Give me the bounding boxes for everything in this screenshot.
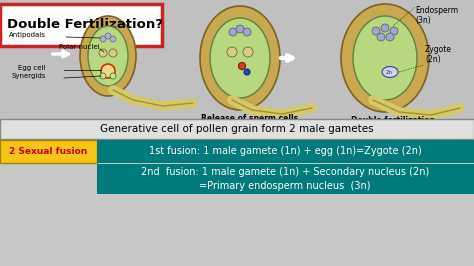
Text: Polar nuclei: Polar nuclei [59,44,100,50]
Text: Endosperm
(3n): Endosperm (3n) [415,6,458,25]
Circle shape [105,33,111,39]
Text: Zygote
(2n): Zygote (2n) [425,45,452,64]
FancyBboxPatch shape [97,140,474,163]
Circle shape [110,36,116,42]
Ellipse shape [353,16,417,100]
Circle shape [110,73,116,79]
Circle shape [243,47,253,57]
Circle shape [244,69,250,75]
Text: Release of sperm cells: Release of sperm cells [201,114,299,123]
Ellipse shape [210,18,270,98]
Text: Synergids: Synergids [12,73,46,79]
Text: Double fertilization: Double fertilization [351,116,435,125]
Ellipse shape [341,4,429,112]
Circle shape [101,64,115,78]
Circle shape [390,27,398,35]
Circle shape [229,28,237,36]
Text: Egg cell: Egg cell [18,65,46,71]
Circle shape [236,25,244,33]
Circle shape [386,33,394,41]
Ellipse shape [88,26,128,86]
FancyBboxPatch shape [0,119,474,139]
Circle shape [109,49,117,57]
Circle shape [99,49,107,57]
Text: Double Fertilization?: Double Fertilization? [7,19,163,31]
Circle shape [100,36,106,42]
Text: 2n: 2n [385,69,392,74]
Text: Generative cell of pollen grain form 2 male gametes: Generative cell of pollen grain form 2 m… [100,124,374,134]
FancyBboxPatch shape [0,4,162,46]
Ellipse shape [382,66,398,77]
Circle shape [243,28,251,36]
Text: 2 Sexual fusion: 2 Sexual fusion [9,147,87,156]
Text: 2nd  fusion: 1 male gamete (1n) + Secondary nucleus (2n)
=Primary endosperm nucl: 2nd fusion: 1 male gamete (1n) + Seconda… [141,167,429,191]
FancyBboxPatch shape [97,164,474,194]
Circle shape [238,63,246,69]
Circle shape [100,73,106,79]
Circle shape [372,27,380,35]
Circle shape [227,47,237,57]
Ellipse shape [80,16,136,96]
Circle shape [381,24,389,32]
FancyBboxPatch shape [0,140,97,163]
Circle shape [377,33,385,41]
FancyBboxPatch shape [0,0,474,138]
Text: Antipodals: Antipodals [9,32,46,38]
Text: 1st fusion: 1 male gamete (1n) + egg (1n)=Zygote (2n): 1st fusion: 1 male gamete (1n) + egg (1n… [149,147,421,156]
Ellipse shape [200,6,280,110]
